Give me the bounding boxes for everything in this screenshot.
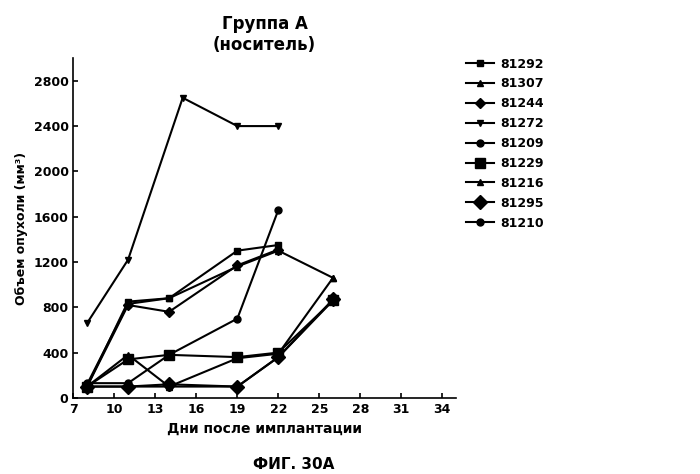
81210 (83, 384, 91, 390)
81272 (274, 123, 283, 129)
81210 (274, 354, 283, 360)
81209 (83, 380, 91, 386)
81209 (274, 207, 283, 213)
81244 (233, 263, 242, 268)
81209 (124, 380, 132, 386)
81229 (329, 298, 337, 303)
Line: 81210: 81210 (83, 297, 337, 390)
81244 (274, 246, 283, 252)
81216 (329, 275, 337, 281)
81292 (124, 299, 132, 304)
81292 (233, 248, 242, 254)
81229 (124, 356, 132, 362)
81210 (165, 384, 174, 390)
81210 (124, 384, 132, 390)
81244 (83, 384, 91, 390)
81307 (274, 248, 283, 254)
Line: 81292: 81292 (83, 242, 282, 390)
81295 (124, 384, 132, 390)
81216 (274, 351, 283, 356)
Line: 81209: 81209 (83, 206, 282, 387)
Line: 81216: 81216 (83, 274, 337, 390)
Line: 81307: 81307 (83, 247, 337, 388)
81272 (83, 320, 91, 326)
81216 (165, 384, 174, 390)
Line: 81229: 81229 (82, 296, 338, 392)
81272 (124, 257, 132, 263)
X-axis label: Дни после имплантации: Дни после имплантации (167, 421, 362, 435)
81295 (329, 297, 337, 302)
81216 (124, 352, 132, 358)
81295 (165, 382, 174, 387)
81210 (233, 384, 242, 390)
81216 (83, 384, 91, 390)
Line: 81272: 81272 (83, 94, 282, 327)
81229 (274, 350, 283, 356)
81216 (233, 356, 242, 361)
81209 (165, 352, 174, 358)
81307 (83, 382, 91, 387)
81292 (83, 384, 91, 390)
81295 (83, 384, 91, 390)
81244 (165, 309, 174, 315)
81295 (274, 354, 283, 360)
81295 (233, 384, 242, 390)
81209 (233, 316, 242, 321)
81229 (233, 354, 242, 360)
Text: ФИГ. 30А: ФИГ. 30А (253, 456, 335, 472)
81272 (233, 123, 242, 129)
81307 (165, 295, 174, 301)
81229 (83, 384, 91, 390)
Line: 81295: 81295 (82, 294, 338, 392)
Y-axis label: Объем опухоли (мм³): Объем опухоли (мм³) (15, 152, 28, 305)
Legend: 81292, 81307, 81244, 81272, 81209, 81229, 81216, 81295, 81210: 81292, 81307, 81244, 81272, 81209, 81229… (466, 57, 543, 229)
81229 (165, 352, 174, 358)
81272 (178, 95, 187, 100)
81244 (124, 302, 132, 308)
Line: 81244: 81244 (83, 246, 282, 390)
81307 (329, 275, 337, 281)
81210 (329, 298, 337, 303)
81292 (274, 242, 283, 248)
81292 (165, 295, 174, 301)
81307 (124, 301, 132, 307)
Title: Группа А
(носитель): Группа А (носитель) (213, 15, 316, 54)
81307 (233, 264, 242, 269)
